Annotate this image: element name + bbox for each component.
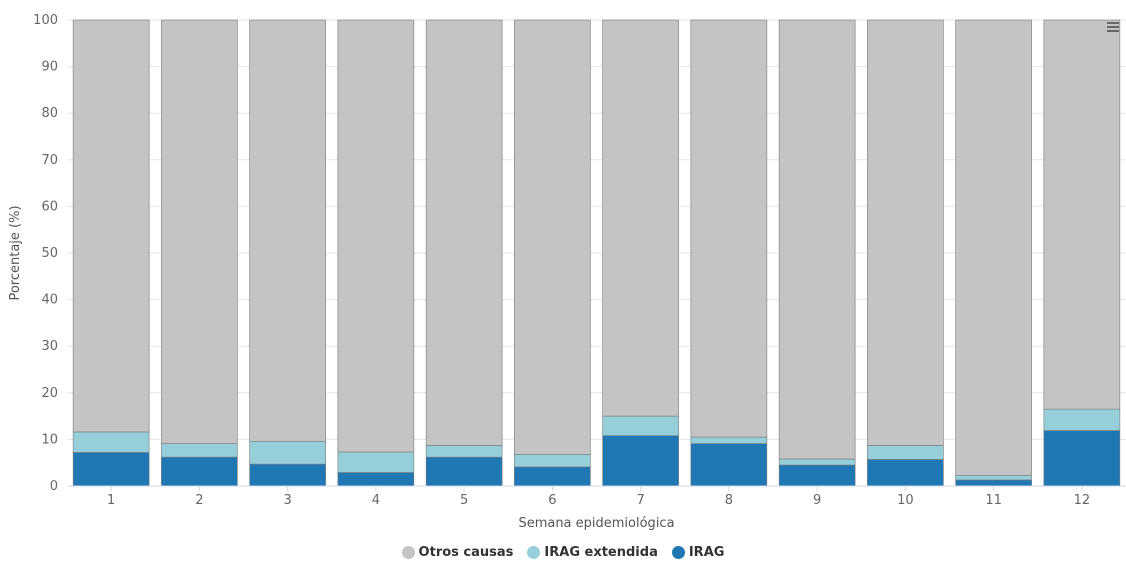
- bar-segment-irag[interactable]: [514, 466, 591, 487]
- bar-segment-otros-causas[interactable]: [72, 19, 150, 433]
- legend-marker: [671, 546, 685, 559]
- bars: [72, 19, 1121, 487]
- x-tick-label: 1: [107, 493, 115, 508]
- bar-segment-irag[interactable]: [425, 456, 503, 487]
- x-tick-label: 10: [897, 493, 914, 508]
- bar-segment-irag-extendida[interactable]: [249, 440, 326, 465]
- legend: Otros causas IRAG extendida IRAG: [0, 545, 1126, 560]
- bar-segment-otros-causas[interactable]: [514, 19, 591, 455]
- bar-segment-otros-causas[interactable]: [602, 19, 679, 417]
- bar-segment-irag-extendida[interactable]: [337, 451, 415, 473]
- y-tick-label: 80: [41, 106, 58, 121]
- gridlines: [67, 19, 1126, 487]
- y-tick-label: 40: [41, 293, 58, 308]
- legend-label: IRAG extendida: [544, 545, 658, 560]
- bar-segment-irag-extendida[interactable]: [161, 443, 238, 458]
- legend-item-irag[interactable]: IRAG: [671, 545, 725, 560]
- y-tick-label: 0: [50, 479, 58, 494]
- bar-segment-irag[interactable]: [602, 435, 679, 487]
- bar-segment-otros-causas[interactable]: [778, 19, 856, 460]
- x-tick-label: 12: [1074, 493, 1091, 508]
- x-tick-label: 7: [636, 493, 644, 508]
- bar-segment-irag-extendida[interactable]: [72, 431, 150, 453]
- bar-segment-irag[interactable]: [778, 464, 856, 487]
- legend-marker: [401, 546, 415, 559]
- legend-item-otros-causas[interactable]: Otros causas: [401, 545, 514, 560]
- bar-segment-irag[interactable]: [249, 463, 326, 487]
- chart-menu-icon[interactable]: [1106, 20, 1120, 34]
- bar-segment-irag-extendida[interactable]: [778, 458, 856, 466]
- bar-segment-irag-extendida[interactable]: [1043, 408, 1121, 431]
- x-tick-label: 9: [813, 493, 821, 508]
- x-tick-label: 5: [460, 493, 468, 508]
- y-tick-label: 10: [41, 432, 58, 447]
- y-axis-ticks: 0 10 20 30 40 50 60 70 80 90 100: [33, 13, 58, 494]
- y-axis-label: Porcentaje (%): [8, 205, 23, 300]
- y-tick-label: 30: [41, 339, 58, 354]
- y-tick-label: 70: [41, 153, 58, 168]
- bar-segment-irag[interactable]: [955, 479, 1032, 487]
- legend-marker: [527, 546, 541, 559]
- bar-segment-irag[interactable]: [690, 443, 768, 487]
- bar-segment-irag[interactable]: [161, 456, 238, 487]
- bar-segment-otros-causas[interactable]: [1043, 19, 1121, 410]
- bar-segment-irag-extendida[interactable]: [955, 474, 1032, 481]
- bar-segment-otros-causas[interactable]: [955, 19, 1032, 476]
- x-axis-label: Semana epidemiológica: [518, 516, 674, 531]
- bar-segment-otros-causas[interactable]: [690, 19, 768, 438]
- legend-label: IRAG: [688, 545, 725, 560]
- y-tick-label: 100: [33, 13, 58, 28]
- bar-segment-otros-causas[interactable]: [161, 19, 238, 444]
- x-tick-label: 2: [195, 493, 203, 508]
- bar-segment-otros-causas[interactable]: [249, 19, 326, 442]
- bar-segment-otros-causas[interactable]: [337, 19, 415, 453]
- legend-label: Otros causas: [418, 545, 514, 560]
- x-tick-label: 4: [372, 493, 380, 508]
- bar-segment-irag-extendida[interactable]: [867, 445, 944, 460]
- legend-item-irag-extendida[interactable]: IRAG extendida: [527, 545, 658, 560]
- x-axis-ticks: 1 2 3 4 5 6 7 8 9 10 11 12: [107, 486, 1090, 508]
- bar-segment-irag-extendida[interactable]: [514, 454, 591, 468]
- x-tick-label: 3: [283, 493, 291, 508]
- bar-segment-irag-extendida[interactable]: [602, 415, 679, 436]
- bar-segment-irag[interactable]: [867, 459, 944, 487]
- x-tick-label: 11: [985, 493, 1002, 508]
- bar-segment-irag-extendida[interactable]: [690, 436, 768, 444]
- bar-segment-irag[interactable]: [72, 452, 150, 487]
- y-tick-label: 90: [41, 60, 58, 75]
- x-tick-label: 6: [548, 493, 556, 508]
- y-tick-label: 60: [41, 199, 58, 214]
- bar-segment-irag[interactable]: [337, 472, 415, 487]
- y-tick-label: 50: [41, 246, 58, 261]
- y-tick-label: 20: [41, 386, 58, 401]
- x-tick-label: 8: [725, 493, 733, 508]
- bar-segment-irag-extendida[interactable]: [425, 445, 503, 458]
- bar-segment-irag[interactable]: [1043, 430, 1121, 487]
- bar-segment-otros-causas[interactable]: [867, 19, 944, 446]
- bar-segment-otros-causas[interactable]: [425, 19, 503, 446]
